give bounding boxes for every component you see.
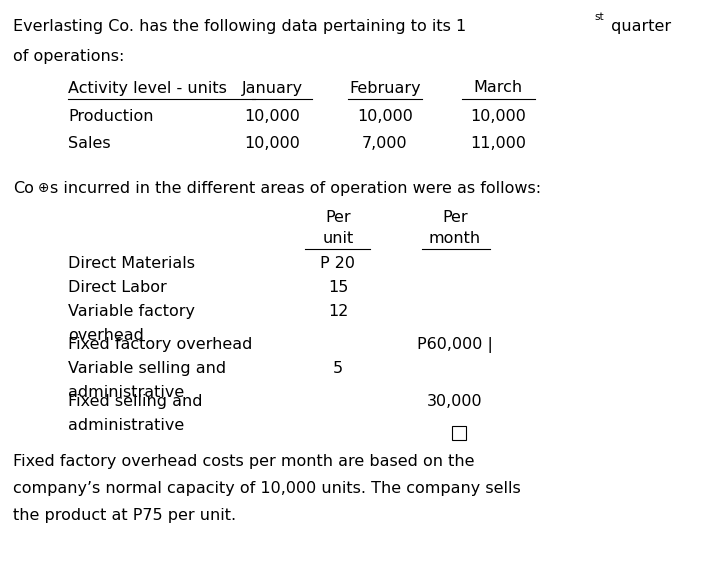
Text: 10,000: 10,000 [357,109,413,124]
Text: Fixed selling and: Fixed selling and [68,394,203,409]
Text: 7,000: 7,000 [362,136,408,151]
Text: of operations:: of operations: [13,49,124,64]
Text: 15: 15 [328,280,348,295]
Text: Direct Labor: Direct Labor [68,280,167,295]
Text: 10,000: 10,000 [244,136,300,151]
Text: March: March [473,80,523,95]
Text: Production: Production [68,109,154,124]
Text: Sales: Sales [68,136,111,151]
Text: 5: 5 [333,361,343,376]
Text: ⊕: ⊕ [38,181,49,195]
Text: 10,000: 10,000 [470,109,526,124]
Text: administrative: administrative [68,385,184,400]
Text: s incurred in the different areas of operation were as follows:: s incurred in the different areas of ope… [50,181,541,196]
Text: unit: unit [323,231,353,246]
Text: Co: Co [13,181,34,196]
Text: administrative: administrative [68,418,184,433]
Text: st: st [595,11,604,21]
Text: P60,000 |: P60,000 | [417,337,493,353]
Text: 10,000: 10,000 [244,109,300,124]
Text: 30,000: 30,000 [427,394,483,409]
Text: quarter: quarter [606,19,672,34]
Text: Fixed factory overhead: Fixed factory overhead [68,337,252,352]
Text: January: January [241,80,303,95]
Text: Variable factory: Variable factory [68,304,195,319]
Text: company’s normal capacity of 10,000 units. The company sells: company’s normal capacity of 10,000 unit… [13,481,521,496]
Text: Everlasting Co. has the following data pertaining to its 1: Everlasting Co. has the following data p… [13,19,466,34]
Bar [452,426,466,440]
Text: the product at P75 per unit.: the product at P75 per unit. [13,508,236,523]
Text: Variable selling and: Variable selling and [68,361,226,376]
Text: month: month [429,231,481,246]
Text: P 20: P 20 [321,256,356,271]
Text: Per: Per [442,209,468,224]
Text: 11,000: 11,000 [470,136,526,151]
Text: February: February [349,80,421,95]
Text: Direct Materials: Direct Materials [68,256,195,271]
Text: overhead: overhead [68,328,144,343]
Text: 12: 12 [328,304,348,319]
Text: Per: Per [325,209,351,224]
Text: Fixed factory overhead costs per month are based on the: Fixed factory overhead costs per month a… [13,454,475,469]
Text: Activity level - units: Activity level - units [68,80,227,95]
